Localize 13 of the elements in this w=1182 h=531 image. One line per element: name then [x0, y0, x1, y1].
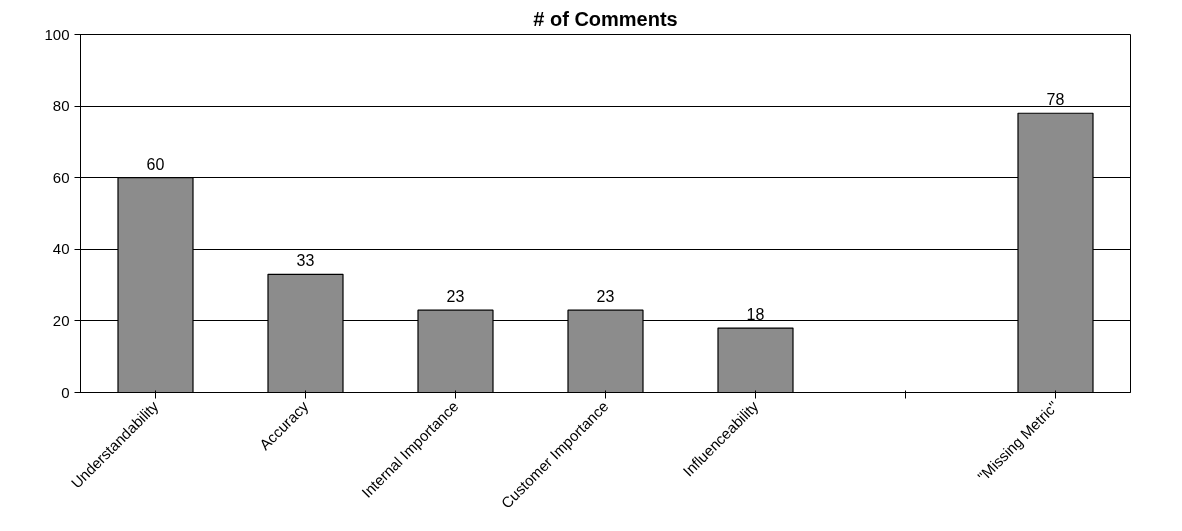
data-label: 60 [146, 155, 165, 173]
y-tick-label: 80 [52, 97, 70, 115]
y-tick-label: 100 [44, 25, 70, 43]
y-tick-label: 40 [52, 240, 70, 258]
chart-title: # of Comments [533, 7, 678, 30]
y-tick-label: 60 [52, 168, 70, 186]
y-tick-label: 0 [61, 383, 70, 401]
y-tick-label: 20 [52, 311, 70, 329]
data-label: 23 [446, 288, 465, 306]
data-label: 18 [746, 306, 765, 324]
data-label: 23 [596, 288, 615, 306]
data-label: 78 [1046, 91, 1065, 109]
data-label: 33 [296, 252, 315, 270]
